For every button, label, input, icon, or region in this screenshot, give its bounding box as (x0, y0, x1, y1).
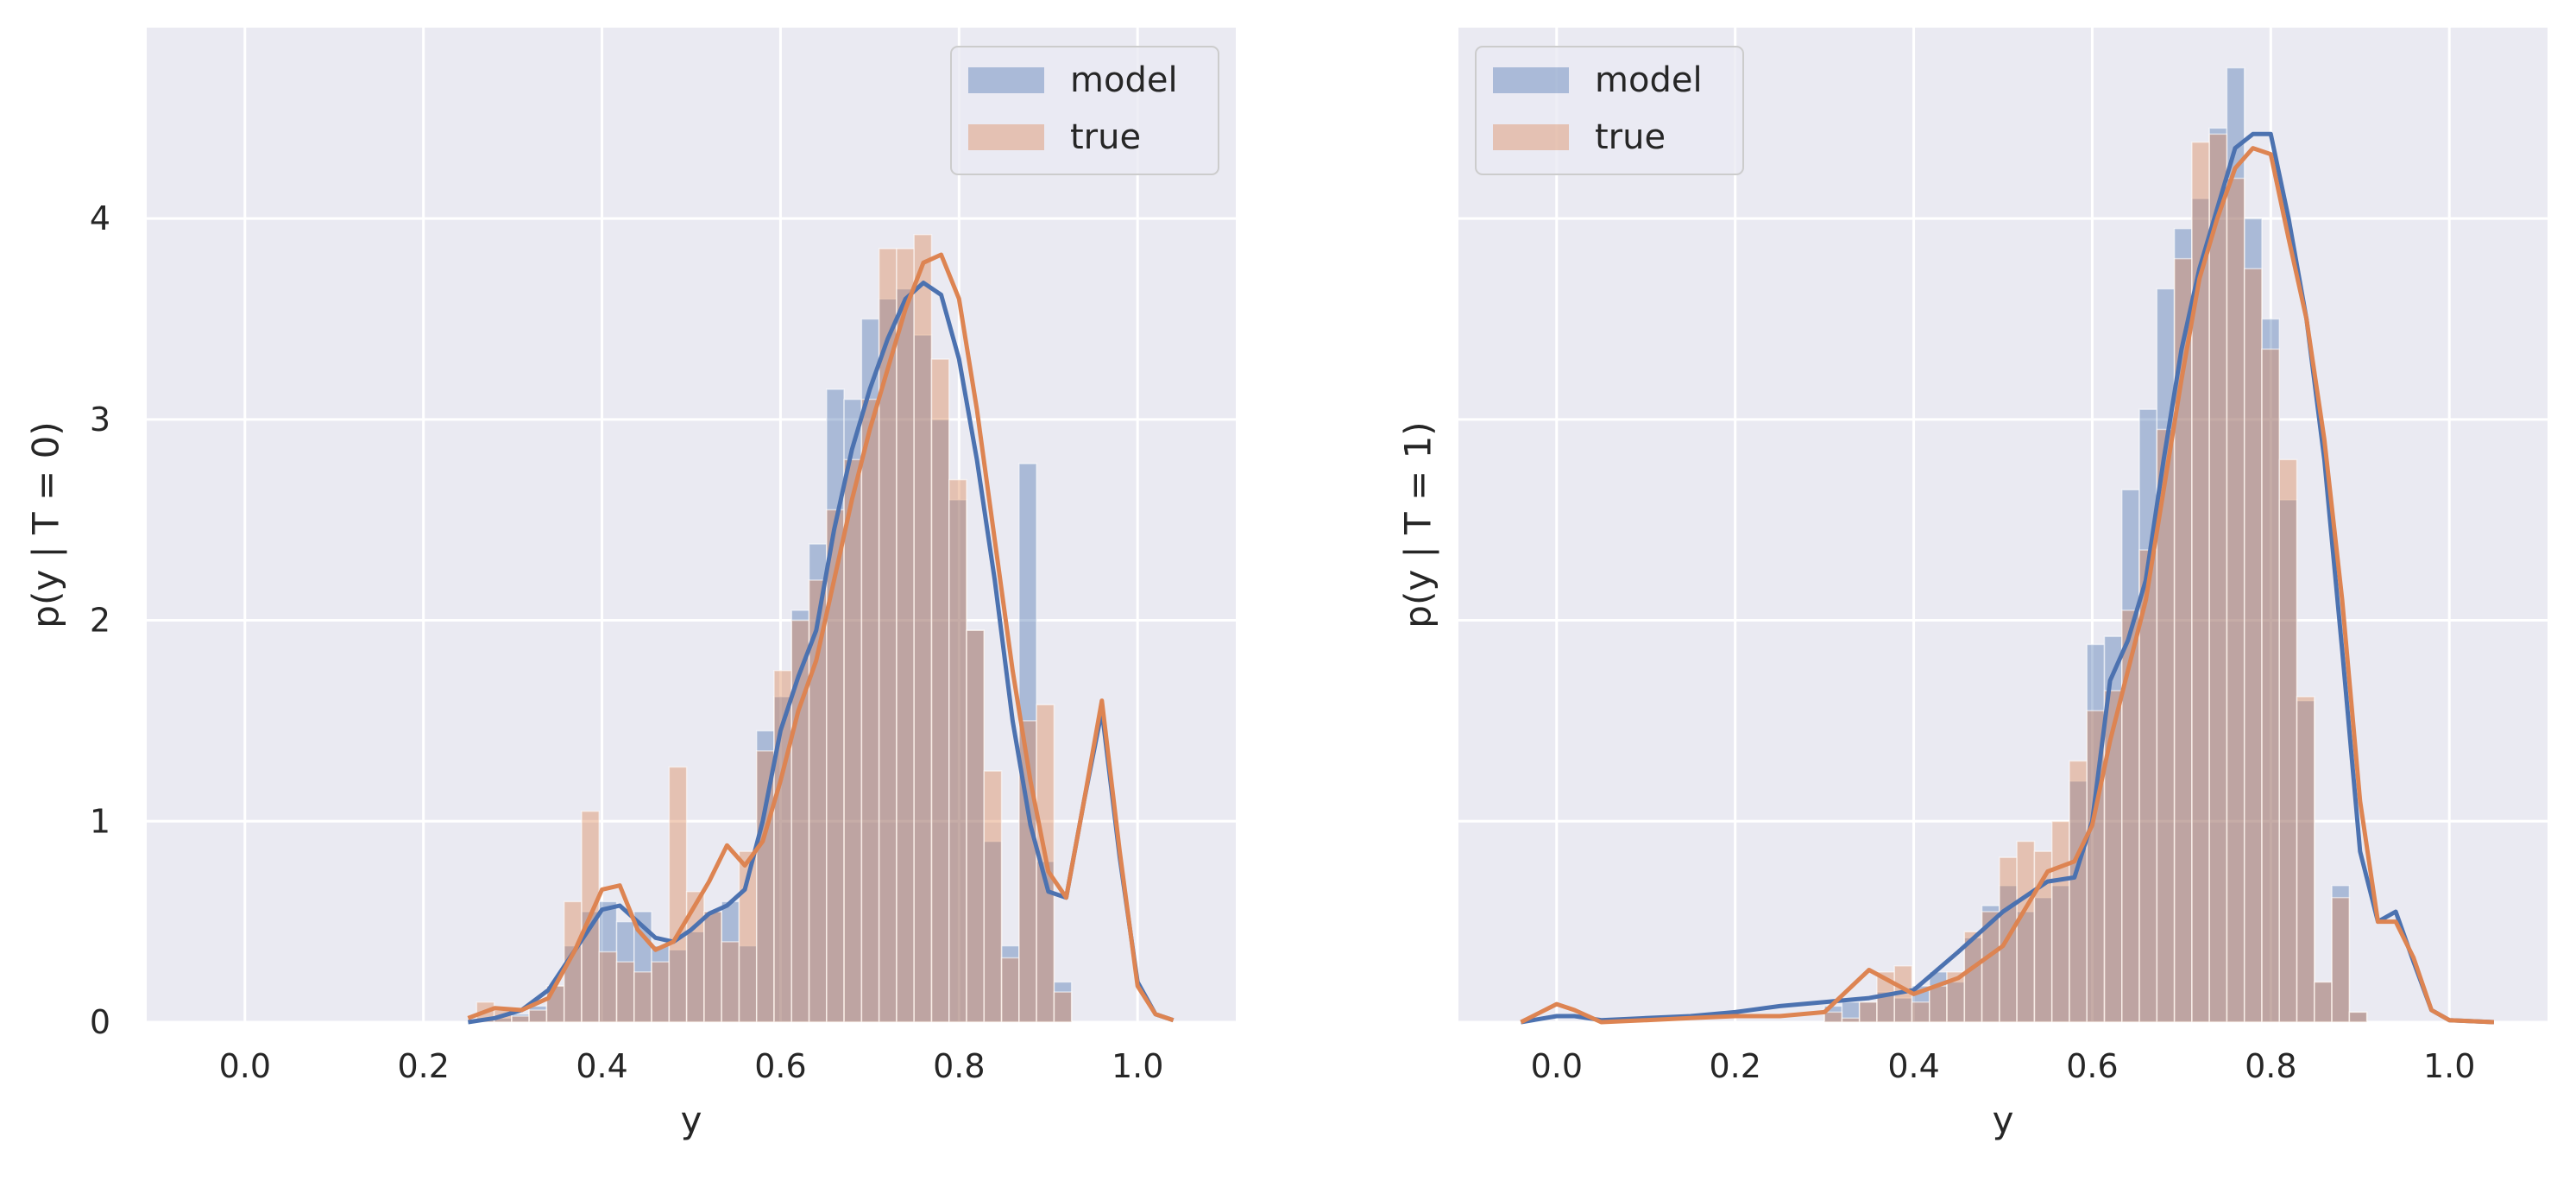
bar-true (1053, 991, 1073, 1023)
x-tick-label: 1.0 (1112, 1047, 1163, 1085)
bar-true (2069, 760, 2088, 1023)
bar-true (2314, 981, 2333, 1023)
x-tick-label: 0.0 (1531, 1047, 1583, 1085)
x-axis-label: y (681, 1099, 702, 1141)
bar-true (2348, 1011, 2368, 1023)
bar-true (2208, 133, 2228, 1023)
bar-true (1929, 985, 1948, 1023)
bar-true (2296, 696, 2315, 1023)
kde-line-true (1520, 146, 2495, 1025)
bar-true (528, 1009, 548, 1023)
bar-true (2243, 268, 2263, 1023)
right-panel: 0.0 0.2 0.4 0.6 0.8 1.0 y p(y | T = 1) model true (1397, 28, 2548, 1141)
bar-true (790, 619, 810, 1023)
kde-line-true (467, 252, 1175, 1023)
x-tick-label: 0.2 (1709, 1047, 1760, 1085)
x-tick-label: 1.0 (2423, 1047, 2475, 1085)
x-tick-label: 0.2 (397, 1047, 449, 1085)
bar-true (1841, 1017, 1861, 1023)
x-tick-label: 0.0 (219, 1047, 271, 1085)
x-axis-label: y (1993, 1099, 2014, 1141)
bar-true (2016, 840, 2036, 1023)
bar-true (615, 961, 635, 1023)
x-tick-label: 0.6 (754, 1047, 806, 1085)
histogram-true (1823, 133, 2368, 1023)
bar-true (633, 971, 652, 1023)
legend: model true (950, 46, 1219, 175)
legend: model true (1475, 46, 1744, 175)
bar-true (913, 233, 933, 1023)
plot-area (1458, 28, 2548, 1022)
bar-true (2121, 609, 2140, 1023)
bar-true (651, 961, 671, 1023)
y-tick-label: 4 (90, 199, 110, 237)
bar-true (966, 629, 986, 1023)
legend-box (1475, 46, 1744, 175)
kde-line-model (1520, 131, 2495, 1025)
bar-true (1823, 1011, 1843, 1023)
bar-true (1000, 957, 1020, 1023)
bar-true (668, 766, 688, 1023)
bar-true (860, 398, 880, 1023)
bar-true (1911, 1001, 1930, 1023)
legend-label-model: model (1070, 60, 1178, 100)
bar-true (843, 458, 863, 1023)
legend-swatch-model (968, 67, 1044, 93)
y-tick-label: 3 (90, 401, 110, 439)
legend-swatch-true (968, 124, 1044, 150)
y-tick-label: 1 (90, 802, 110, 840)
bar-true (983, 770, 1003, 1023)
grid (147, 28, 1236, 1024)
bar-true (755, 750, 775, 1023)
bar-true (948, 478, 967, 1023)
legend-label-model: model (1595, 60, 1703, 100)
bar-true (2261, 348, 2281, 1023)
legend-label-true: true (1070, 117, 1141, 157)
bar-true (2278, 458, 2298, 1023)
bar-true (721, 941, 740, 1023)
histogram-model (1823, 66, 2368, 1023)
bar-true (2050, 820, 2070, 1023)
legend-box (950, 46, 1219, 175)
legend-label-true: true (1595, 117, 1666, 157)
x-tick-label: 0.4 (1887, 1047, 1939, 1085)
x-tick-label: 0.8 (933, 1047, 985, 1085)
y-tick-label: 2 (90, 602, 110, 640)
y-axis-label: p(y | T = 1) (1397, 421, 1439, 628)
bar-true (1858, 1001, 1878, 1023)
bar-true (511, 1015, 530, 1023)
y-axis-label: p(y | T = 0) (25, 421, 67, 628)
bar-true (896, 248, 915, 1023)
legend-swatch-model (1493, 67, 1569, 93)
bar-true (930, 358, 950, 1023)
bar-true (2331, 896, 2351, 1023)
bar-true (2226, 177, 2245, 1023)
x-tick-label: 0.6 (2066, 1047, 2118, 1085)
bar-true (703, 911, 722, 1023)
left-panel: 0.0 0.2 0.4 0.6 0.8 1.0 0 1 2 3 4 y p(y | T = 0) mode… (25, 28, 1236, 1141)
legend-swatch-true (1493, 124, 1569, 150)
x-tick-label: 0.8 (2245, 1047, 2296, 1085)
y-tick-label: 0 (90, 1003, 110, 1041)
x-tick-label: 0.4 (576, 1047, 627, 1085)
bar-true (826, 508, 845, 1023)
bar-true (598, 950, 618, 1023)
bar-true (2103, 690, 2123, 1023)
